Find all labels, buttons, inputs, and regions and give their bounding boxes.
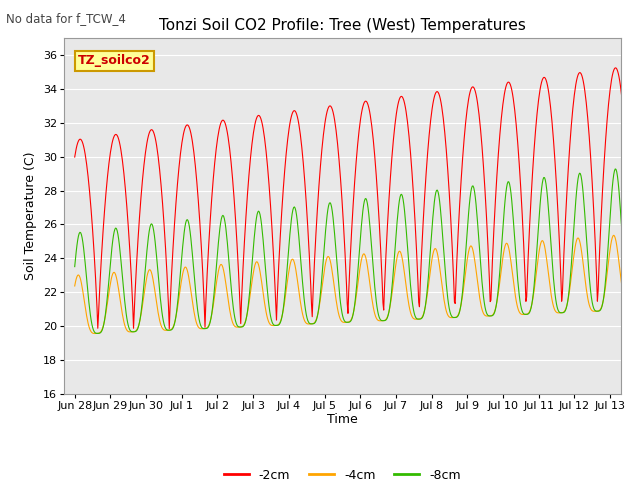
Text: TZ_soilco2: TZ_soilco2 bbox=[78, 54, 150, 67]
Legend: -2cm, -4cm, -8cm: -2cm, -4cm, -8cm bbox=[219, 464, 466, 480]
Y-axis label: Soil Temperature (C): Soil Temperature (C) bbox=[24, 152, 37, 280]
Text: No data for f_TCW_4: No data for f_TCW_4 bbox=[6, 12, 126, 25]
X-axis label: Time: Time bbox=[327, 413, 358, 426]
Title: Tonzi Soil CO2 Profile: Tree (West) Temperatures: Tonzi Soil CO2 Profile: Tree (West) Temp… bbox=[159, 18, 526, 33]
